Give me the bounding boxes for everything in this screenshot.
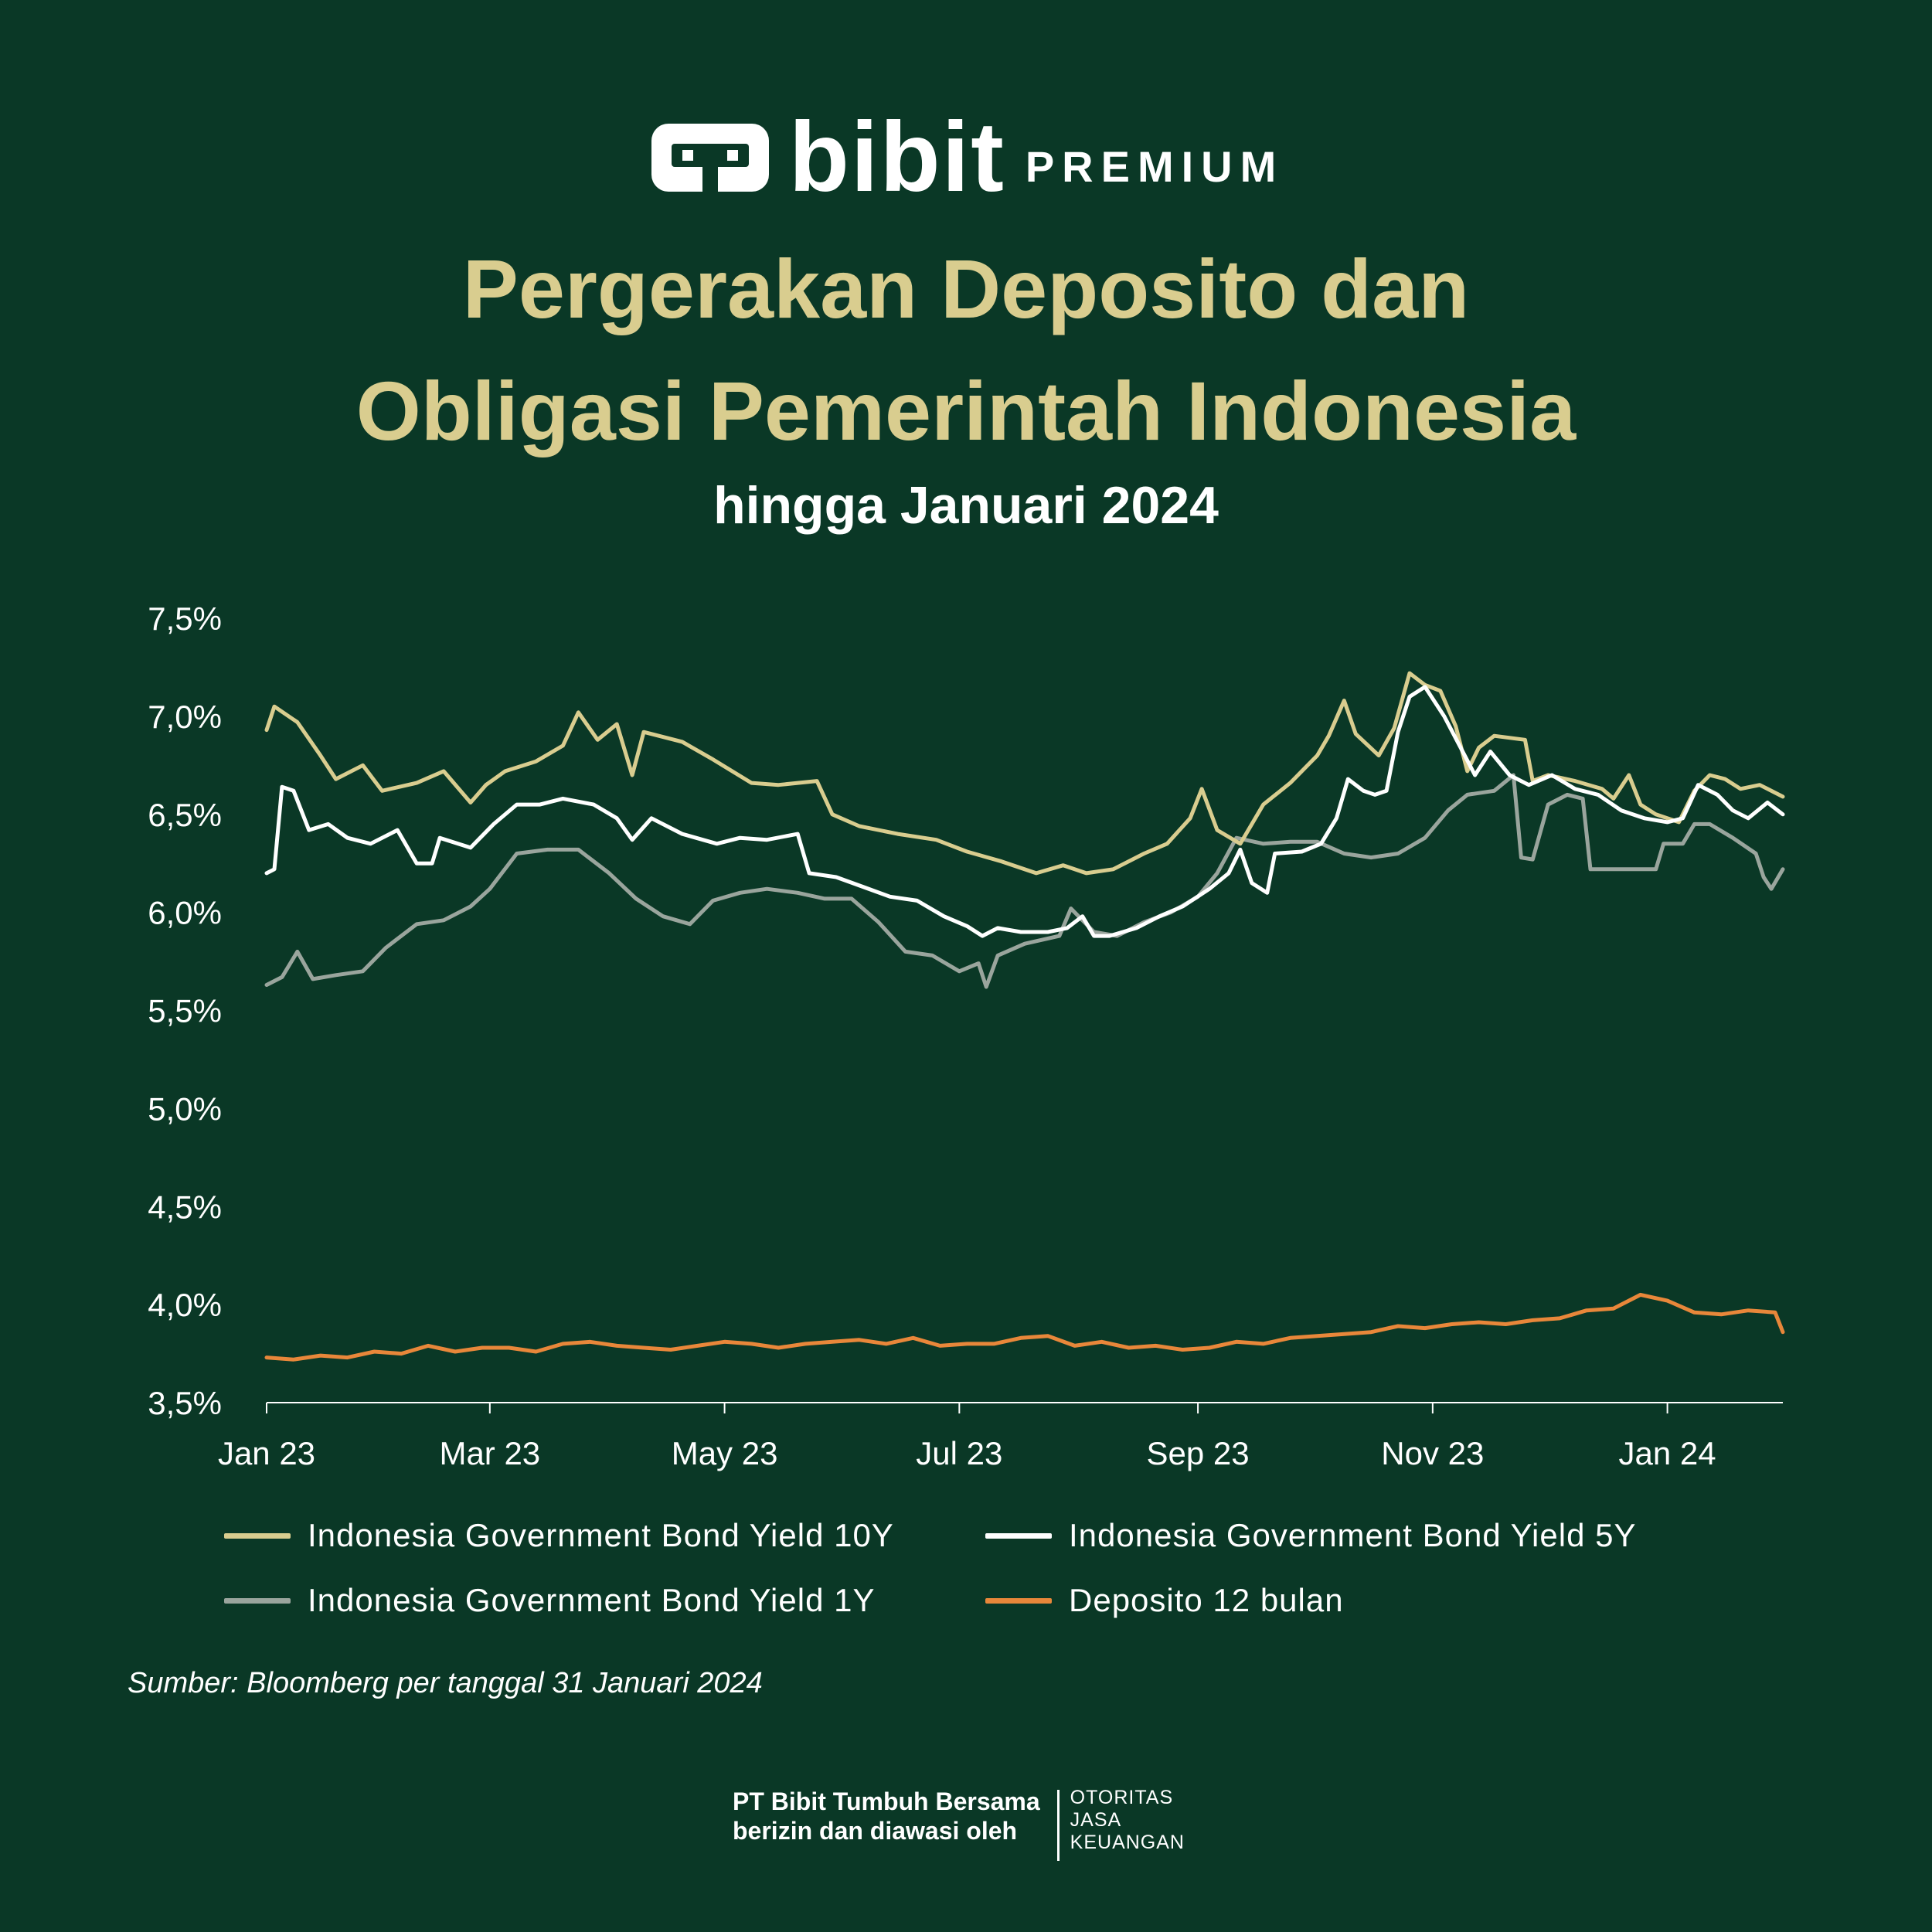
brand-name: bibit [788,102,1005,213]
x-tick-label: Jan 24 [1619,1435,1716,1471]
chart-subtitle: hingga Januari 2024 [713,476,1219,535]
x-tick-label: Sep 23 [1147,1435,1250,1471]
bibit-logo-icon [651,124,769,192]
brand-header: bibit PREMIUM [0,108,1932,207]
series-line-10y [264,671,1785,876]
ojk-line2: JASA [1070,1809,1122,1831]
series-line-1y [264,773,1785,989]
legend-item-deposito: Deposito 12 bulan [985,1582,1758,1618]
legend-item-1y: Indonesia Government Bond Yield 1Y [224,1582,985,1618]
series-line-5y [264,685,1785,938]
x-tick-label: Nov 23 [1381,1435,1484,1471]
brand-tier: PREMIUM [1025,141,1284,191]
footer-company: PT Bibit Tumbuh Bersama berizin dan diaw… [733,1787,1040,1845]
legend-swatch-10y [224,1532,291,1539]
legend-label-10y: Indonesia Government Bond Yield 10Y [308,1517,894,1553]
ojk-logo: OTORITAS JASA KEUANGAN [1070,1787,1185,1854]
y-tick-label: 4,0% [148,1287,222,1323]
y-tick-label: 5,0% [148,1090,222,1127]
footer: PT Bibit Tumbuh Bersama berizin dan diaw… [733,1787,1185,1861]
series-line-deposito [264,1292,1785,1362]
y-tick-label: 6,0% [148,895,222,931]
chart-title-line2: Obligasi Pemerintah Indonesia [355,364,1577,457]
legend-label-deposito: Deposito 12 bulan [1069,1582,1344,1618]
y-tick-label: 6,5% [148,797,222,833]
chart-title-line1: Pergerakan Deposito dan [462,242,1470,335]
legend-swatch-deposito [985,1597,1052,1604]
ojk-line1: OTORITAS [1070,1787,1174,1808]
x-tick-label: Jan 23 [218,1435,315,1471]
y-tick-label: 3,5% [148,1385,222,1421]
x-tick-label: Jul 23 [916,1435,1002,1471]
y-tick-label: 5,5% [148,993,222,1029]
footer-line2: berizin dan diawasi oleh [733,1817,1018,1845]
footer-line1: PT Bibit Tumbuh Bersama [733,1787,1040,1815]
legend-swatch-1y [224,1597,291,1604]
x-tick-label: Mar 23 [439,1435,540,1471]
ojk-line3: KEUANGAN [1070,1832,1185,1853]
legend-item-10y: Indonesia Government Bond Yield 10Y [224,1517,985,1553]
legend-item-5y: Indonesia Government Bond Yield 5Y [985,1517,1758,1553]
y-tick-label: 7,0% [148,699,222,735]
footer-divider [1056,1790,1060,1861]
chart-legend: Indonesia Government Bond Yield 10Y Indo… [224,1517,1770,1618]
y-tick-label: 4,5% [148,1189,222,1225]
legend-swatch-5y [985,1532,1052,1539]
y-tick-label: 7,5% [148,600,222,637]
source-note: Sumber: Bloomberg per tanggal 31 Januari… [128,1667,763,1699]
legend-label-1y: Indonesia Government Bond Yield 1Y [308,1582,876,1618]
legend-label-5y: Indonesia Government Bond Yield 5Y [1069,1517,1637,1553]
x-tick-label: May 23 [672,1435,778,1471]
